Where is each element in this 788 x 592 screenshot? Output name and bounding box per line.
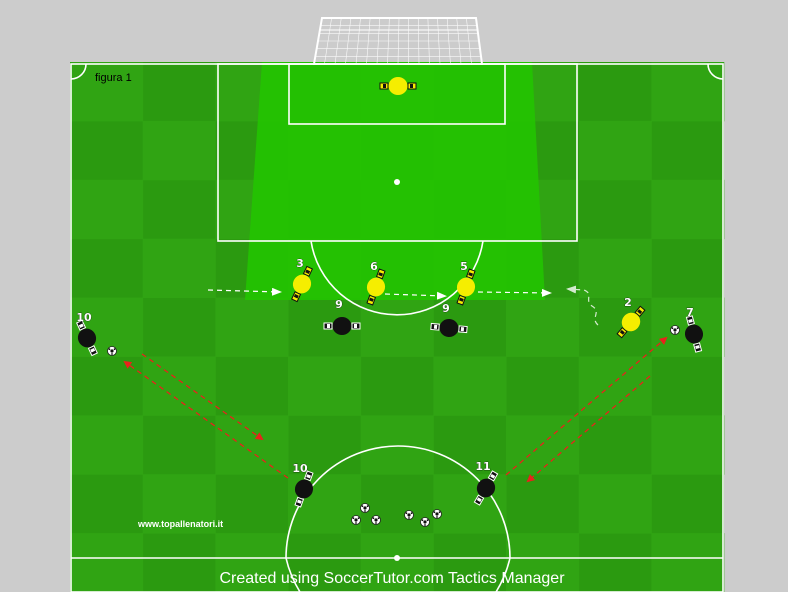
ball-icon <box>107 346 117 356</box>
player-number: 7 <box>686 306 694 319</box>
yellow-player-3: 3 <box>291 257 313 303</box>
ball-icon <box>371 515 381 525</box>
movement-arrows <box>207 285 599 326</box>
penalty-spot <box>394 179 400 185</box>
yellow-player-5: 5 <box>456 260 476 306</box>
ball-icon <box>351 515 361 525</box>
ball-icon <box>420 517 430 527</box>
arrow-icon <box>566 285 599 326</box>
ball-icon <box>432 509 442 519</box>
player-number: 11 <box>475 460 490 473</box>
website-label: www.topallenatori.it <box>137 519 223 529</box>
black-player-7: 7 <box>684 306 704 353</box>
black-player-9-b: 9 <box>430 302 468 338</box>
center-circle-top <box>285 445 511 559</box>
corner-arc-right <box>707 63 724 80</box>
black-player-11: 11 <box>473 460 499 506</box>
player-number: 10 <box>292 462 308 475</box>
black-player-10-left: 10 <box>76 311 98 357</box>
center-circle-bl <box>285 557 301 592</box>
goal-icon <box>312 17 484 65</box>
ball-icon <box>404 510 414 520</box>
arrow-icon <box>207 287 282 296</box>
arrow-icon <box>141 353 264 441</box>
center-spot <box>394 555 400 561</box>
black-player-9-a: 9 <box>323 298 361 335</box>
player-number: 3 <box>296 257 304 270</box>
arrow-icon <box>505 336 668 476</box>
pass-arrows <box>123 336 668 483</box>
goalkeeper <box>379 77 417 95</box>
player-number: 10 <box>76 311 92 324</box>
player-number: 6 <box>370 260 378 273</box>
black-player-10-bottom: 10 <box>292 462 314 508</box>
center-circle-br <box>495 557 511 592</box>
yellow-player-6: 6 <box>366 260 386 306</box>
credit-label: Created using SoccerTutor.com Tactics Ma… <box>219 570 565 587</box>
balls-layer <box>107 325 680 527</box>
player-number: 9 <box>335 298 343 311</box>
arrow-icon <box>384 291 447 300</box>
figure-label: figura 1 <box>95 72 132 84</box>
ball-icon <box>670 325 680 335</box>
arrow-icon <box>477 288 552 297</box>
corner-arc-left <box>70 63 87 80</box>
players-layer: 3 6 5 2 10 9 9 7 10 11 <box>76 77 704 508</box>
yellow-player-2: 2 <box>616 296 646 339</box>
player-number: 2 <box>624 296 632 309</box>
ball-icon <box>360 503 370 513</box>
player-number: 9 <box>442 302 450 315</box>
arrow-icon <box>123 360 289 479</box>
player-number: 5 <box>460 260 468 273</box>
